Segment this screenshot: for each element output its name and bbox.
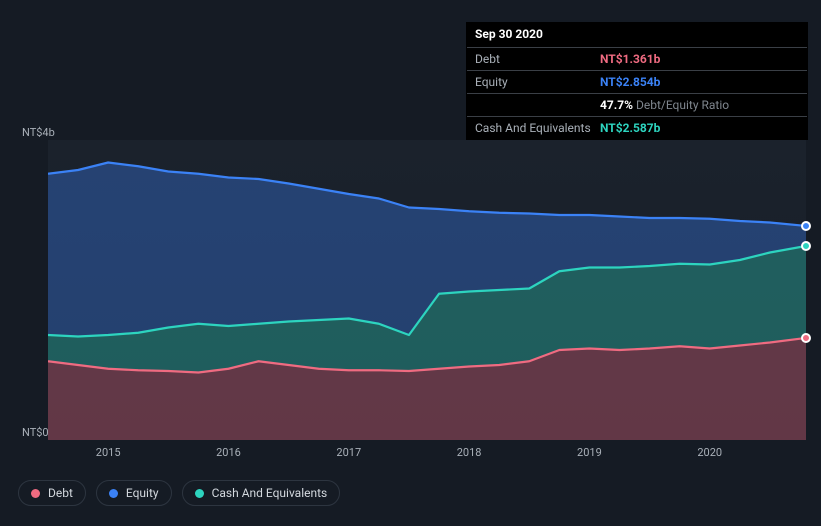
tooltip: Sep 30 2020 DebtNT$1.361bEquityNT$2.854b…	[466, 22, 808, 140]
y-axis-label: NT$0	[22, 426, 49, 439]
tooltip-value: NT$2.587b	[600, 121, 660, 135]
legend-item[interactable]: Cash And Equivalents	[182, 480, 341, 506]
tooltip-value: 47.7% Debt/Equity Ratio	[600, 98, 729, 112]
tooltip-value: NT$1.361b	[600, 52, 660, 66]
y-axis-label: NT$4b	[22, 126, 55, 139]
tooltip-date: Sep 30 2020	[467, 23, 807, 48]
tooltip-value: NT$2.854b	[600, 75, 660, 89]
chart-panel: { "chart": { "type": "area", "plot": { "…	[0, 0, 821, 526]
x-axis-label: 2020	[697, 446, 722, 459]
x-axis-label: 2015	[96, 446, 121, 459]
chart-area	[48, 140, 806, 440]
legend-label: Cash And Equivalents	[212, 486, 328, 500]
tooltip-label: Debt	[475, 52, 600, 66]
tooltip-row: 47.7% Debt/Equity Ratio	[467, 94, 807, 117]
tooltip-row: DebtNT$1.361b	[467, 48, 807, 71]
tooltip-row: EquityNT$2.854b	[467, 71, 807, 94]
tooltip-label	[475, 98, 600, 112]
legend-swatch	[31, 489, 40, 498]
legend: Debt Equity Cash And Equivalents	[18, 480, 340, 506]
x-axis-label: 2018	[457, 446, 482, 459]
legend-item[interactable]: Debt	[18, 480, 86, 506]
legend-swatch	[195, 489, 204, 498]
tooltip-row: Cash And EquivalentsNT$2.587b	[467, 117, 807, 139]
tooltip-label: Equity	[475, 75, 600, 89]
series-end-marker	[801, 333, 811, 343]
x-axis-label: 2016	[216, 446, 241, 459]
tooltip-label: Cash And Equivalents	[475, 121, 600, 135]
legend-label: Equity	[126, 486, 159, 500]
x-axis-label: 2019	[577, 446, 602, 459]
legend-swatch	[109, 489, 118, 498]
x-axis: 2015 2016 2017 2018 2019 2020	[48, 446, 806, 466]
series-end-marker	[801, 221, 811, 231]
series-end-marker	[801, 241, 811, 251]
legend-label: Debt	[48, 486, 73, 500]
x-axis-label: 2017	[336, 446, 361, 459]
legend-item[interactable]: Equity	[96, 480, 172, 506]
chart-svg	[48, 140, 806, 440]
